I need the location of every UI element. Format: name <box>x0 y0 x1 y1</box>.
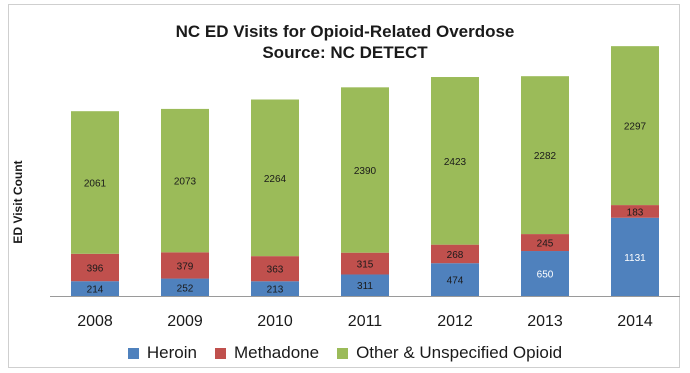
data-label-other-unspecified-opioid-2009: 2073 <box>174 177 197 188</box>
legend-item-heroin: Heroin <box>127 343 197 363</box>
data-label-other-unspecified-opioid-2010: 2264 <box>264 174 287 185</box>
data-label-other-unspecified-opioid-2008: 2061 <box>84 178 107 189</box>
x-tick-label-2013: 2013 <box>527 313 563 330</box>
bar-heroin-2014 <box>611 217 659 296</box>
data-label-other-unspecified-opioid-2011: 2390 <box>354 166 377 177</box>
data-label-methadone-2008: 396 <box>87 263 104 274</box>
bar-methadone-2011 <box>341 252 389 275</box>
data-label-other-unspecified-opioid-2012: 2423 <box>444 157 467 168</box>
bar-other-unspecified-opioid-2014 <box>611 46 659 206</box>
bar-other-unspecified-opioid-2009 <box>161 108 209 253</box>
data-label-methadone-2013: 245 <box>537 239 554 250</box>
bar-other-unspecified-opioid-2010 <box>251 99 299 257</box>
legend-item-other-opioid: Other & Unspecified Opioid <box>337 343 562 363</box>
bar-methadone-2009 <box>161 252 209 279</box>
bar-heroin-2008 <box>71 281 119 296</box>
legend-label-other-opioid: Other & Unspecified Opioid <box>356 343 563 362</box>
data-label-methadone-2011: 315 <box>357 260 374 271</box>
x-tick-label-2011: 2011 <box>348 313 383 330</box>
bar-methadone-2012 <box>431 244 479 264</box>
bar-other-unspecified-opioid-2012 <box>431 77 479 245</box>
legend-swatch-other-opioid <box>337 347 349 359</box>
legend: Heroin Methadone Other & Unspecified Opi… <box>0 343 690 363</box>
bar-other-unspecified-opioid-2011 <box>341 87 389 253</box>
data-label-methadone-2009: 379 <box>177 261 194 272</box>
x-tick-label-2009: 2009 <box>167 313 203 330</box>
data-label-heroin-2011: 311 <box>357 281 373 292</box>
chart-subtitle: Source: NC DETECT <box>262 43 428 62</box>
data-label-other-unspecified-opioid-2014: 2297 <box>624 122 647 133</box>
data-label-heroin-2010: 213 <box>267 285 284 296</box>
bar-methadone-2008 <box>71 253 119 282</box>
bar-heroin-2010 <box>251 281 299 296</box>
bar-methadone-2014 <box>611 205 659 218</box>
bar-methadone-2013 <box>521 234 569 252</box>
x-tick-label-2010: 2010 <box>257 313 293 330</box>
legend-item-methadone: Methadone <box>215 343 319 363</box>
data-label-heroin-2009: 252 <box>177 283 194 294</box>
bar-heroin-2009 <box>161 278 209 296</box>
chart-title: NC ED Visits for Opioid-Related Overdose <box>175 22 515 41</box>
bar-heroin-2011 <box>341 274 389 296</box>
bar-other-unspecified-opioid-2013 <box>521 76 569 235</box>
x-tick-label-2008: 2008 <box>77 313 113 330</box>
legend-label-methadone: Methadone <box>234 343 320 362</box>
bar-other-unspecified-opioid-2008 <box>71 111 119 254</box>
data-label-methadone-2010: 363 <box>267 265 284 276</box>
legend-swatch-heroin <box>127 347 139 359</box>
legend-label-heroin: Heroin <box>146 343 197 362</box>
data-label-heroin-2014: 1131 <box>624 253 646 264</box>
bar-methadone-2010 <box>251 256 299 282</box>
x-tick-label-2014: 2014 <box>617 313 653 330</box>
legend-swatch-methadone <box>215 347 226 359</box>
data-label-heroin-2012: 474 <box>447 276 464 287</box>
bar-heroin-2012 <box>431 263 479 296</box>
bar-heroin-2013 <box>521 251 569 296</box>
data-label-methadone-2014: 183 <box>627 207 644 218</box>
data-label-methadone-2012: 268 <box>447 250 464 261</box>
data-label-heroin-2008: 214 <box>87 285 104 296</box>
data-label-heroin-2013: 650 <box>537 270 554 281</box>
x-tick-label-2012: 2012 <box>437 313 473 330</box>
data-label-other-unspecified-opioid-2013: 2282 <box>534 151 557 162</box>
